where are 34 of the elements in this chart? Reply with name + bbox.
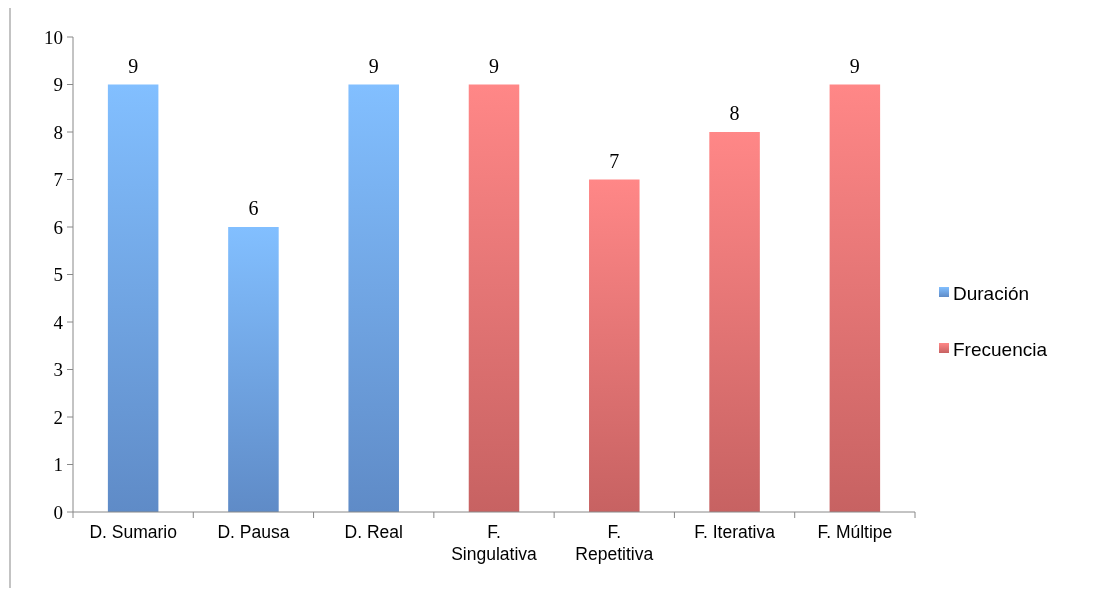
y-tick-label: 7	[53, 169, 63, 191]
bar	[829, 84, 881, 512]
y-tick-label: 2	[53, 406, 63, 428]
bar	[348, 84, 399, 512]
x-tick-label: D. Real	[344, 522, 403, 542]
x-tick-label: F. Iterativa	[694, 522, 776, 542]
data-label: 7	[609, 149, 620, 172]
x-tick-label: F. Repetitiva	[575, 522, 654, 564]
data-label: 9	[128, 54, 139, 77]
bar	[228, 227, 279, 512]
x-tick-label: D. Pausa	[217, 522, 290, 542]
data-label: 9	[489, 54, 499, 77]
y-tick-label: 4	[53, 311, 64, 333]
y-tick-label: 5	[53, 264, 63, 286]
data-label: 9	[368, 54, 379, 77]
y-tick-label: 3	[53, 359, 63, 381]
data-label: 6	[248, 197, 259, 219]
y-tick-label: 1	[53, 454, 63, 476]
bar	[709, 132, 760, 512]
y-tick-label: 0	[53, 501, 63, 523]
bar	[589, 179, 640, 512]
legend-label: Frecuencia	[953, 338, 1048, 360]
x-tick-label: F. Múltipe	[817, 522, 893, 542]
legend-label: Duración	[953, 282, 1030, 304]
bar	[468, 84, 520, 512]
y-tick-label: 9	[53, 74, 63, 96]
data-label: 9	[849, 54, 860, 77]
bar	[107, 84, 159, 512]
y-tick-label: 10	[44, 26, 63, 48]
x-tick-label: D. Sumario	[89, 522, 177, 542]
y-tick-label: 6	[53, 216, 63, 238]
data-label: 8	[729, 102, 740, 124]
x-tick-label: F. Singulativa	[451, 522, 538, 564]
y-tick-label: 8	[53, 121, 63, 143]
